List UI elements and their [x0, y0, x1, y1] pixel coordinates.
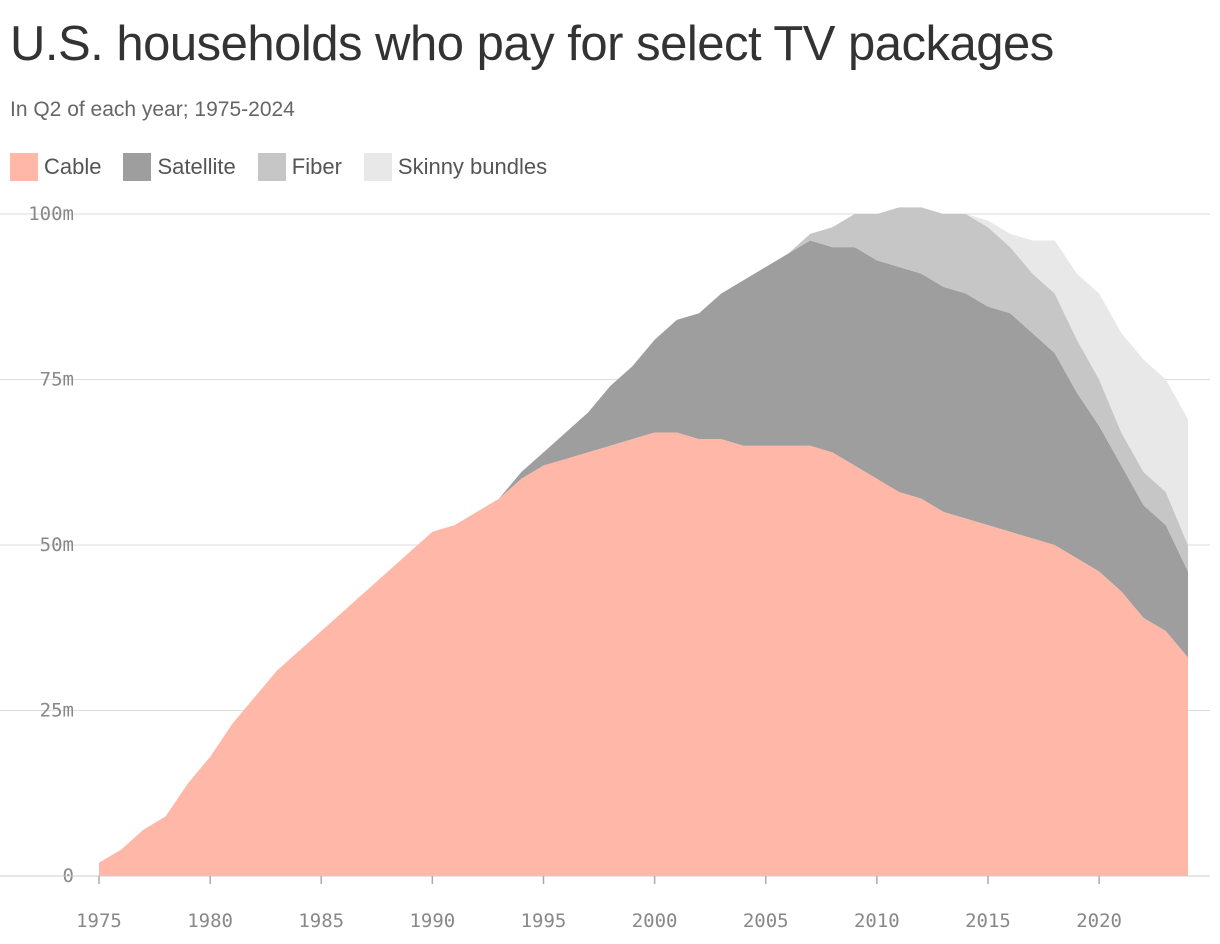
legend-label-cable: Cable: [44, 154, 102, 179]
x-tick-label: 2005: [743, 910, 789, 932]
legend-swatch-skinny-bundles: [363, 153, 392, 181]
legend-item-satellite: Satellite: [123, 153, 236, 181]
legend-label-satellite: Satellite: [157, 154, 236, 179]
x-tick-label: 1975: [76, 910, 122, 932]
x-tick-label: 1980: [187, 910, 233, 932]
legend-swatch-fiber: [257, 153, 286, 181]
x-tick-label: 1985: [298, 910, 344, 932]
y-tick-label: 75m: [40, 369, 74, 391]
chart-subtitle: In Q2 of each year; 1975-2024: [10, 98, 295, 121]
legend-item-skinny-bundles: Skinny bundles: [363, 153, 548, 181]
legend-item-fiber: Fiber: [257, 153, 342, 181]
x-tick-label: 2015: [965, 910, 1011, 932]
y-tick-label: 50m: [40, 534, 74, 556]
x-tick-label: 1995: [521, 910, 567, 932]
legend-item-cable: Cable: [10, 153, 101, 181]
legend-swatch-satellite: [123, 153, 152, 181]
legend: Cable Satellite Fiber Skinny bundles: [10, 151, 569, 183]
y-tick-label: 25m: [40, 700, 74, 722]
legend-swatch-cable: [10, 153, 38, 181]
area-satellite: [99, 240, 1188, 863]
x-tick-label: 1990: [409, 910, 455, 932]
area-cable: [99, 432, 1188, 876]
x-tick-label: 2000: [632, 910, 678, 932]
area-series: [99, 207, 1188, 876]
chart-title: U.S. households who pay for select TV pa…: [10, 17, 1054, 71]
legend-label-fiber: Fiber: [291, 154, 342, 179]
legend-label-skinny-bundles: Skinny bundles: [397, 154, 548, 179]
y-tick-label: 100m: [28, 203, 74, 225]
x-tick-label: 2010: [854, 910, 900, 932]
x-tick-label: 2020: [1076, 910, 1122, 932]
